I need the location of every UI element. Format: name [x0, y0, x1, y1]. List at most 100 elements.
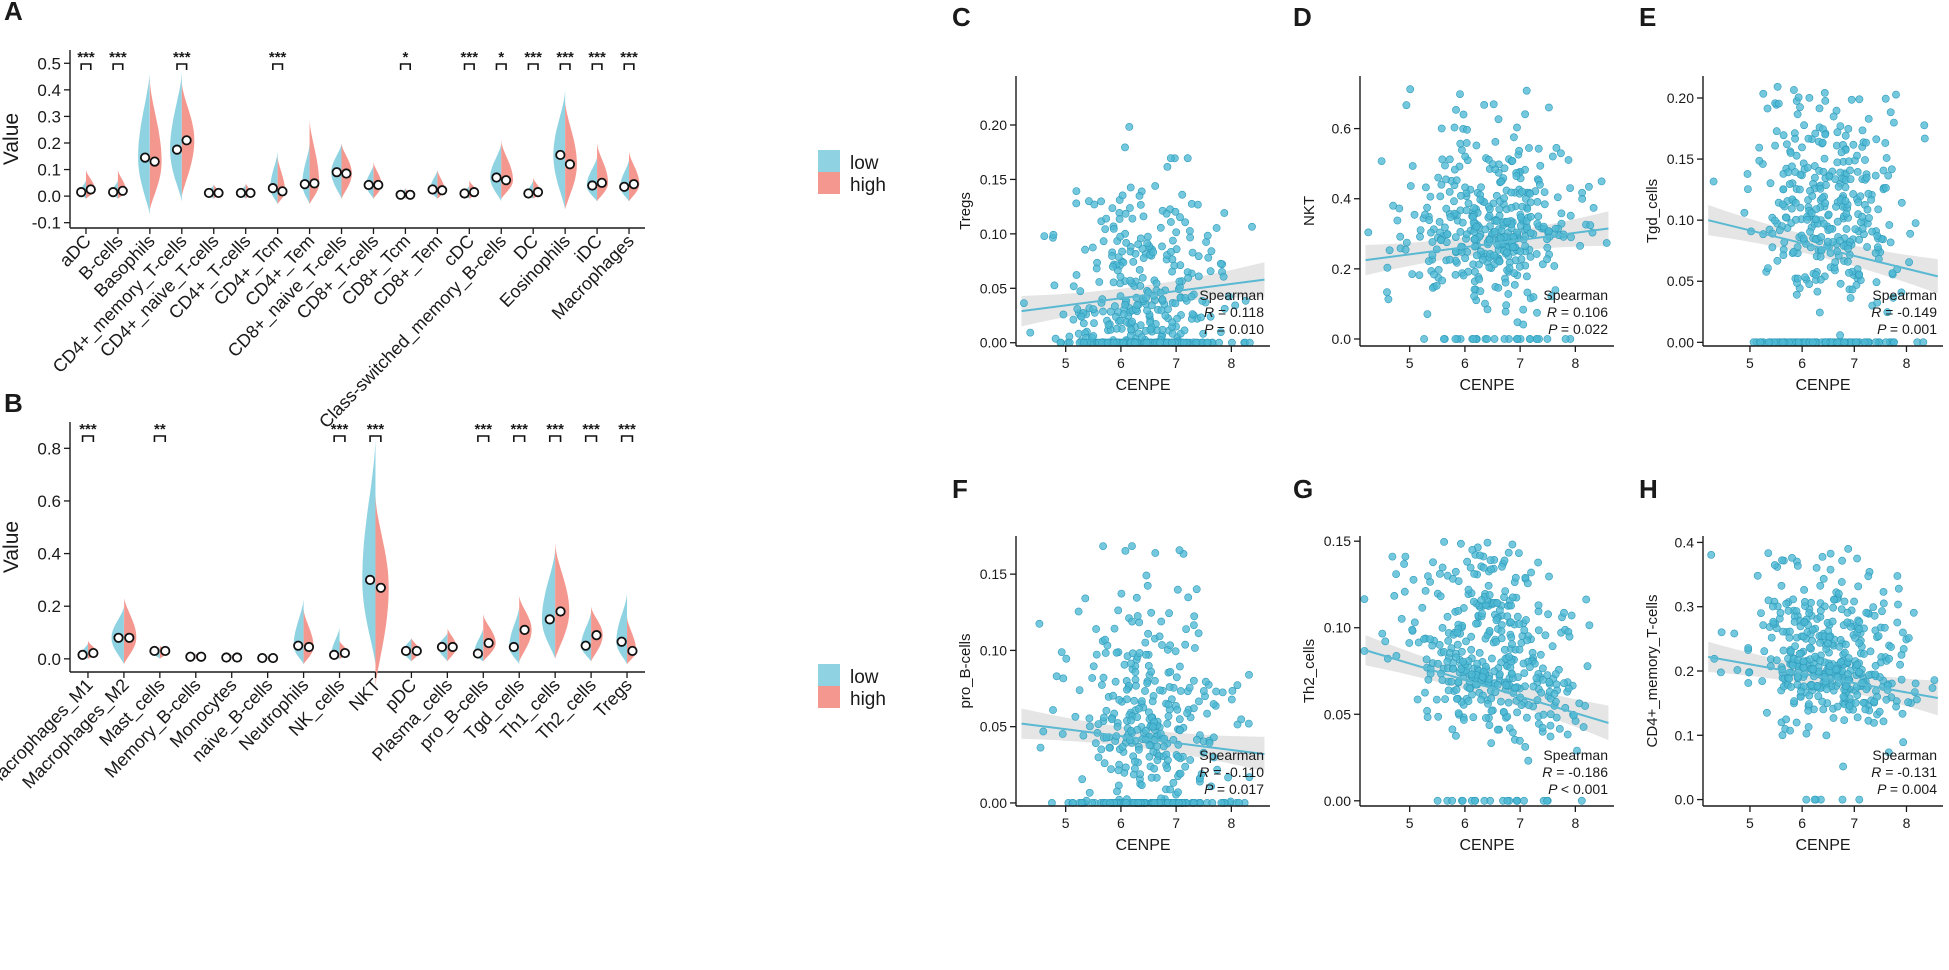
scatter-point [1469, 713, 1478, 722]
scatter-point [1129, 257, 1138, 266]
significance-label-Macrophages_M1: *** [79, 421, 97, 438]
scatter-point [1143, 239, 1152, 248]
scatter-point [1164, 756, 1172, 765]
scatter-point [1504, 698, 1513, 707]
scatter-point [1164, 700, 1173, 709]
scatter-point [1413, 695, 1422, 704]
scatter-point [1521, 242, 1530, 250]
scatter-point [1538, 723, 1547, 732]
scatter-point [1546, 732, 1555, 741]
scatter-point [1495, 205, 1504, 214]
scatter-point [1890, 118, 1898, 127]
significance-bracket-Th1_cells [548, 435, 562, 442]
scatter-point [1406, 182, 1415, 190]
scatter-point [1807, 681, 1816, 689]
scatter-point [1744, 644, 1753, 652]
scatter-point [1471, 267, 1479, 276]
scatter-point [1166, 154, 1175, 163]
significance-bracket-Mast_cells [153, 435, 167, 442]
scatter-point [1803, 163, 1812, 172]
scatter-point [1779, 251, 1788, 259]
scatter-point [1136, 770, 1145, 778]
scatter-point [1444, 637, 1453, 645]
scatter-point [1152, 279, 1161, 288]
scatter-point [1173, 705, 1182, 714]
median-point-low-Macrophages_M1 [77, 649, 88, 660]
x-axis-title: CENPE [1795, 377, 1850, 394]
scatter-point [1778, 556, 1786, 565]
scatter-point [1553, 193, 1562, 202]
scatter-point [1537, 688, 1546, 697]
violin-panel-B: B0.00.20.40.60.8Value***Macrophages_M1Ma… [0, 388, 886, 793]
x-tick-label: 5 [1746, 355, 1754, 371]
scatter-point [1745, 668, 1753, 677]
scatter-point [1833, 158, 1842, 167]
x-tick-label: 5 [1062, 815, 1070, 831]
scatter-point [1778, 731, 1787, 740]
scatter-point [1759, 621, 1768, 629]
stats-p: P < 0.001 [1548, 781, 1608, 797]
x-tick-label: 5 [1062, 355, 1070, 371]
scatter-point [1786, 149, 1795, 157]
scatter-point [1445, 255, 1454, 264]
scatter-point [1883, 308, 1892, 317]
scatter-point [1026, 328, 1035, 337]
scatter-point [1775, 226, 1784, 235]
scatter-point [1228, 687, 1237, 695]
scatter-point [1487, 739, 1496, 747]
significance-label-aDC: *** [77, 49, 95, 66]
scatter-point [1440, 335, 1448, 343]
scatter-point [1466, 563, 1475, 572]
scatter-point [1888, 269, 1897, 277]
scatter-point [1825, 633, 1834, 641]
scatter-point [1853, 167, 1862, 176]
scatter-point [1175, 715, 1184, 724]
scatter-point [1483, 538, 1492, 547]
scatter-point [1245, 338, 1254, 347]
scatter-point [1534, 212, 1543, 221]
scatter-point [1853, 660, 1862, 669]
scatter-point [1158, 242, 1166, 251]
scatter-point [1426, 635, 1434, 643]
scatter-point [1508, 593, 1517, 602]
scatter-point [1163, 162, 1172, 171]
scatter-point [1472, 619, 1480, 628]
scatter-point [1164, 712, 1173, 721]
median-point-low-Th2_cells [580, 640, 591, 651]
scatter-point [1457, 191, 1465, 200]
scatter-point [1501, 278, 1510, 287]
scatter-point [1874, 243, 1882, 252]
scatter-point [1436, 192, 1445, 201]
scatter-point [1410, 618, 1419, 627]
scatter-point [1192, 338, 1201, 347]
scatter-point [1879, 717, 1888, 726]
scatter-point [1437, 236, 1445, 245]
median-point-low-Macrophages_M2 [113, 632, 124, 643]
scatter-point [1090, 319, 1098, 327]
scatter-point [1158, 295, 1167, 304]
scatter-point [1377, 157, 1386, 165]
scatter-point [1837, 578, 1846, 586]
scatter-point [1770, 561, 1779, 569]
significance-label-Tgd_cells: *** [510, 421, 528, 438]
scatter-point [1447, 677, 1456, 686]
scatter-point [1488, 654, 1496, 663]
scatter-point [1844, 124, 1853, 133]
stats-r: R = -0.186 [1542, 764, 1608, 780]
panel-label-E: E [1639, 2, 1656, 32]
scatter-point [1470, 235, 1479, 244]
scatter-point [1863, 205, 1872, 214]
scatter-point [1835, 642, 1844, 651]
scatter-point [1440, 538, 1448, 546]
scatter-point [1795, 649, 1804, 658]
scatter-point [1836, 122, 1845, 130]
scatter-point [1545, 227, 1553, 236]
scatter-point [1102, 214, 1111, 223]
stats-method: Spearman [1543, 747, 1608, 763]
median-point-high-CD4+_naive_T-cells [213, 187, 224, 199]
scatter-point [1532, 335, 1541, 343]
scatter-point [1507, 633, 1516, 642]
scatter-point [1086, 722, 1094, 731]
scatter-point [1843, 618, 1852, 627]
scatter-point [1855, 639, 1863, 647]
